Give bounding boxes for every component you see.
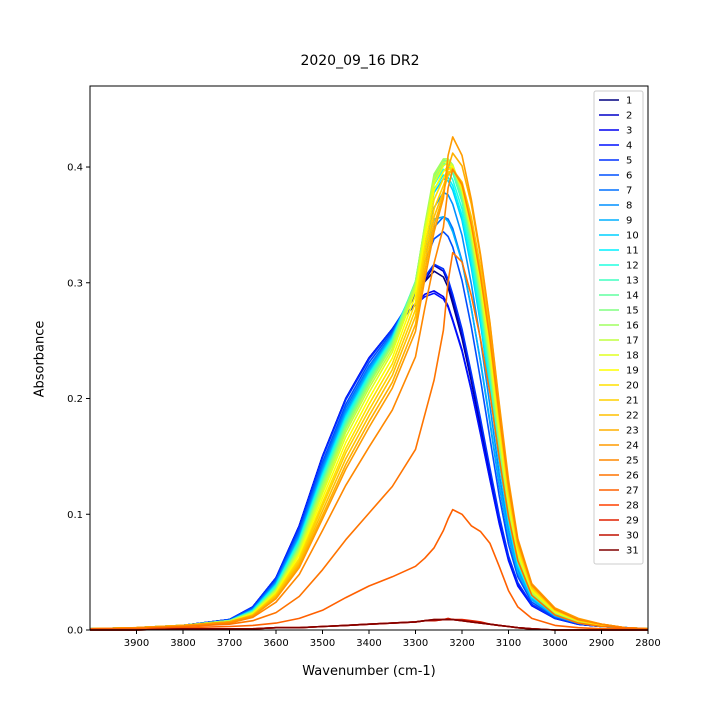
- y-tick-label: 0.4: [67, 163, 83, 174]
- x-tick-label: 3200: [449, 638, 474, 649]
- legend-label: 7: [626, 186, 632, 197]
- legend-label: 5: [626, 156, 632, 167]
- legend-label: 29: [626, 516, 639, 527]
- y-tick-label: 0.2: [67, 394, 83, 405]
- x-tick-label: 3700: [217, 638, 242, 649]
- series-line-25: [89, 168, 649, 630]
- series-group: [89, 136, 649, 631]
- legend-label: 31: [626, 546, 639, 557]
- chart-title: 2020_09_16 DR2: [300, 53, 420, 69]
- legend-label: 21: [626, 396, 639, 407]
- legend-label: 4: [626, 141, 632, 152]
- series-line-31: [90, 618, 648, 631]
- y-tick-label: 0.1: [67, 510, 83, 521]
- legend-label: 8: [626, 201, 632, 212]
- legend-label: 6: [626, 171, 632, 182]
- x-tick-label: 3900: [124, 638, 149, 649]
- legend-label: 26: [626, 471, 639, 482]
- series-line-19: [89, 165, 649, 630]
- series-line-24: [89, 136, 649, 630]
- legend-label: 13: [626, 276, 639, 287]
- legend-label: 24: [626, 441, 639, 452]
- legend-label: 15: [626, 306, 639, 317]
- x-tick-label: 3500: [310, 638, 335, 649]
- legend-label: 30: [626, 531, 639, 542]
- series-line-17: [89, 160, 649, 630]
- y-axis-label: Absorbance: [32, 320, 48, 398]
- x-tick-label: 2900: [589, 638, 614, 649]
- legend-label: 18: [626, 351, 639, 362]
- legend-label: 12: [626, 261, 639, 272]
- series-line-5: [89, 263, 649, 630]
- legend-label: 3: [626, 126, 632, 137]
- x-tick-label: 3600: [263, 638, 288, 649]
- series-line-27: [90, 508, 649, 631]
- legend-label: 19: [626, 366, 639, 377]
- legend-label: 14: [626, 291, 639, 302]
- y-tick-label: 0.3: [67, 278, 83, 289]
- legend-label: 10: [626, 231, 639, 242]
- x-tick-label: 2800: [635, 638, 660, 649]
- legend-label: 16: [626, 321, 639, 332]
- y-tick-label: 0.0: [67, 626, 83, 637]
- x-tick-label: 3000: [542, 638, 567, 649]
- legend-label: 17: [626, 336, 639, 347]
- x-tick-label: 3100: [496, 638, 521, 649]
- legend-label: 9: [626, 216, 632, 227]
- legend-label: 27: [626, 486, 639, 497]
- legend-label: 23: [626, 426, 639, 437]
- series-line-26: [90, 251, 649, 630]
- legend-label: 11: [626, 246, 639, 257]
- x-tick-label: 3800: [170, 638, 195, 649]
- x-tick-label: 3400: [356, 638, 381, 649]
- x-axis-label: Wavenumber (cm-1): [302, 664, 436, 679]
- legend: 1234567891011121314151617181920212223242…: [593, 90, 644, 565]
- legend-label: 1: [626, 96, 632, 107]
- legend-label: 20: [626, 381, 639, 392]
- legend-label: 28: [626, 501, 639, 512]
- x-tick-label: 3300: [403, 638, 428, 649]
- legend-label: 25: [626, 456, 639, 467]
- legend-label: 22: [626, 411, 639, 422]
- legend-label: 2: [626, 111, 632, 122]
